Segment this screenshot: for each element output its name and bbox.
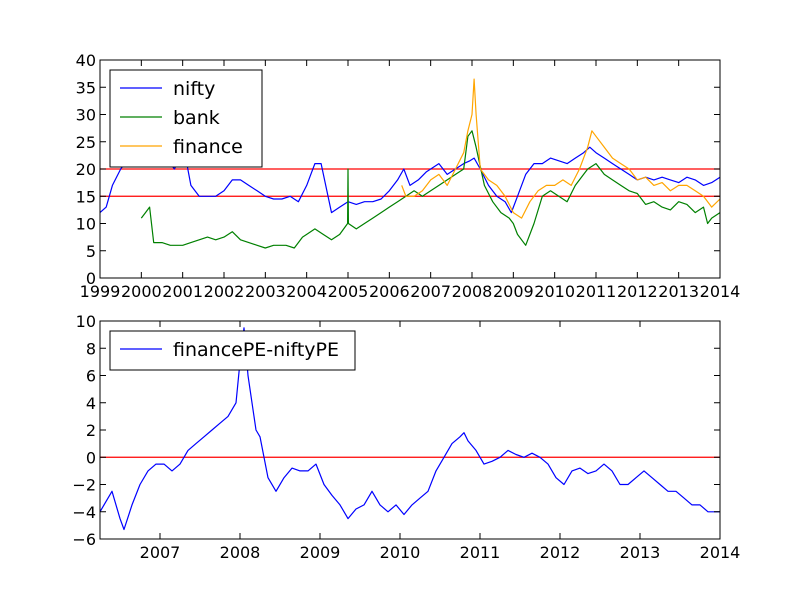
top-x-tick-label: 2010 <box>534 282 575 301</box>
bottom-ticks: 2007 2008 2009 2010 2011 2012 2013 2014 −6 −4 −2 0 2… <box>72 312 740 562</box>
top-y-tick-label: 0 <box>86 269 96 288</box>
bottom-y-tick-label: −6 <box>72 530 96 549</box>
bottom-x-tick-label: 2013 <box>620 543 661 562</box>
top-x-tick-label: 2014 <box>700 282 741 301</box>
top-x-tick-label: 2007 <box>410 282 451 301</box>
top-x-tick-label: 2000 <box>121 282 162 301</box>
top-x-tick-label: 2008 <box>452 282 493 301</box>
top-x-tick-label: 2006 <box>369 282 410 301</box>
bottom-series-line-0 <box>99 327 720 531</box>
top-chart: 1999 2000 2001 2002 2003 2004 2005 2006 2007 2008… <box>76 51 741 301</box>
bottom-x-tick-label: 2010 <box>380 543 421 562</box>
bottom-y-tick-label: −2 <box>72 476 96 495</box>
top-y-tick-label: 20 <box>76 160 96 179</box>
bottom-chart: 2007 2008 2009 2010 2011 2012 2013 2014 −6 −4 −2 0 2… <box>72 312 740 562</box>
top-legend: nifty bank finance <box>109 69 263 168</box>
bottom-x-tick-label: 2009 <box>300 543 341 562</box>
bottom-y-tick-label: 2 <box>86 421 96 440</box>
top-series-line-1 <box>140 130 721 249</box>
top-x-tick-label: 2009 <box>493 282 534 301</box>
bottom-y-tick-label: −4 <box>72 503 96 522</box>
top-x-tick-label: 2013 <box>658 282 699 301</box>
bottom-x-tick-label: 2008 <box>220 543 261 562</box>
bottom-x-tick-label: 2007 <box>140 543 181 562</box>
bottom-y-tick-label: 6 <box>86 367 96 386</box>
top-legend-label: nifty <box>173 78 215 100</box>
bottom-legend-label: financePE-niftyPE <box>173 339 339 361</box>
top-x-tick-label: 2005 <box>328 282 369 301</box>
bottom-y-tick-label: 4 <box>86 394 96 413</box>
top-x-tick-label: 2011 <box>576 282 617 301</box>
top-x-tick-label: 1999 <box>80 282 121 301</box>
bottom-y-tick-label: 0 <box>86 448 96 467</box>
top-y-tick-label: 5 <box>86 242 96 261</box>
top-legend-label: finance <box>173 136 243 158</box>
bottom-legend: financePE-niftyPE <box>109 330 356 371</box>
bottom-x-tick-label: 2012 <box>540 543 581 562</box>
bottom-x-tick-label: 2011 <box>460 543 501 562</box>
top-y-tick-label: 10 <box>76 215 96 234</box>
top-y-tick-label: 15 <box>76 187 96 206</box>
top-ticks: 1999 2000 2001 2002 2003 2004 2005 2006 2007 2008… <box>76 51 741 301</box>
top-x-tick-label: 2001 <box>162 282 203 301</box>
bottom-x-tick-label: 2014 <box>700 543 741 562</box>
top-y-tick-label: 30 <box>76 106 96 125</box>
top-y-tick-label: 35 <box>76 78 96 97</box>
top-legend-box <box>109 69 263 168</box>
bottom-series-lines <box>99 327 720 531</box>
top-series-lines <box>99 78 721 249</box>
top-x-tick-label: 2012 <box>617 282 658 301</box>
top-series-line-0 <box>99 141 721 214</box>
top-x-tick-label: 2003 <box>245 282 286 301</box>
top-y-tick-label: 40 <box>76 51 96 70</box>
top-series-line-2 <box>401 78 721 219</box>
top-legend-label: bank <box>173 107 220 129</box>
top-x-tick-label: 2004 <box>286 282 327 301</box>
bottom-y-tick-label: 8 <box>86 339 96 358</box>
top-y-tick-label: 25 <box>76 133 96 152</box>
bottom-y-tick-label: 10 <box>76 312 96 331</box>
top-x-tick-label: 2002 <box>204 282 245 301</box>
bottom-legend-box <box>109 330 356 371</box>
